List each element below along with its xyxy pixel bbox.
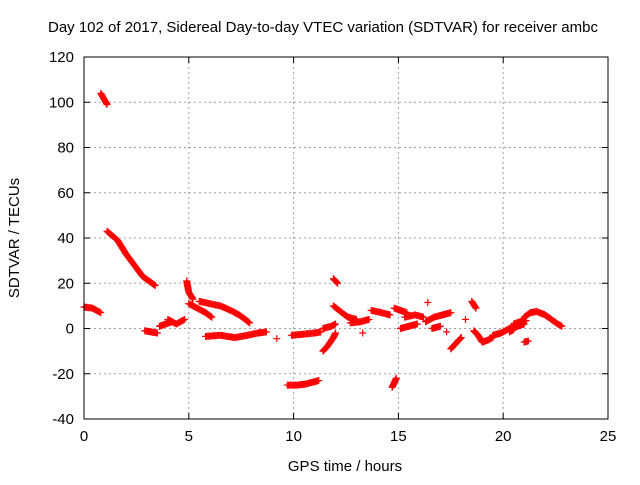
- y-tick-label: 100: [49, 94, 74, 111]
- data-points: [80, 89, 566, 391]
- x-tick-label: 15: [390, 428, 407, 445]
- data-point: [207, 313, 215, 321]
- data-point: [413, 320, 421, 328]
- data-point: [461, 315, 469, 323]
- data-point: [420, 313, 428, 321]
- data-point: [472, 304, 480, 312]
- x-tick-label: 25: [600, 428, 617, 445]
- data-point: [103, 101, 111, 109]
- data-point: [456, 335, 464, 343]
- data-point: [208, 313, 216, 321]
- y-tick-label: 0: [66, 321, 74, 338]
- data-point: [424, 298, 432, 306]
- data-point: [558, 322, 566, 330]
- data-point: [97, 309, 105, 317]
- y-axis-label: SDTVAR / TECUs: [6, 178, 23, 298]
- data-point: [262, 328, 270, 336]
- y-tick-label: 40: [57, 230, 74, 247]
- y-tick-label: 20: [57, 275, 74, 292]
- chart-title: Day 102 of 2017, Sidereal Day-to-day VTE…: [48, 19, 598, 36]
- data-point: [332, 329, 340, 337]
- data-point: [365, 315, 373, 323]
- data-point: [245, 318, 253, 326]
- data-point: [334, 279, 342, 287]
- data-point: [244, 317, 252, 325]
- data-point: [315, 377, 323, 385]
- data-point: [246, 319, 254, 327]
- data-point: [273, 335, 281, 343]
- x-tick-label: 10: [285, 428, 302, 445]
- data-point: [386, 311, 394, 319]
- x-tick-label: 0: [80, 428, 88, 445]
- axis-ticks: -40 -20 0 20 40 60 80 100 120 0 5 10 15 20 25: [49, 49, 616, 445]
- data-point: [457, 334, 465, 342]
- data-point: [332, 278, 340, 286]
- x-tick-label: 20: [495, 428, 512, 445]
- data-point: [447, 309, 455, 317]
- data-point: [457, 334, 465, 342]
- data-point: [333, 278, 341, 286]
- y-tick-label: -20: [52, 366, 74, 383]
- data-point: [151, 282, 159, 290]
- data-point: [332, 320, 340, 328]
- data-point: [392, 374, 400, 382]
- y-tick-label: 120: [49, 49, 74, 66]
- grid: [84, 57, 608, 419]
- y-tick-label: 60: [57, 185, 74, 202]
- x-tick-label: 5: [185, 428, 193, 445]
- data-point: [150, 281, 158, 289]
- data-point: [153, 329, 161, 337]
- data-point: [359, 329, 367, 337]
- x-axis-label: GPS time / hours: [288, 458, 402, 475]
- data-point: [436, 322, 444, 330]
- data-point: [524, 337, 532, 345]
- y-tick-label: -40: [52, 411, 74, 428]
- y-tick-label: 80: [57, 140, 74, 157]
- data-point: [181, 315, 189, 323]
- data-point: [443, 328, 451, 336]
- data-point: [189, 295, 197, 303]
